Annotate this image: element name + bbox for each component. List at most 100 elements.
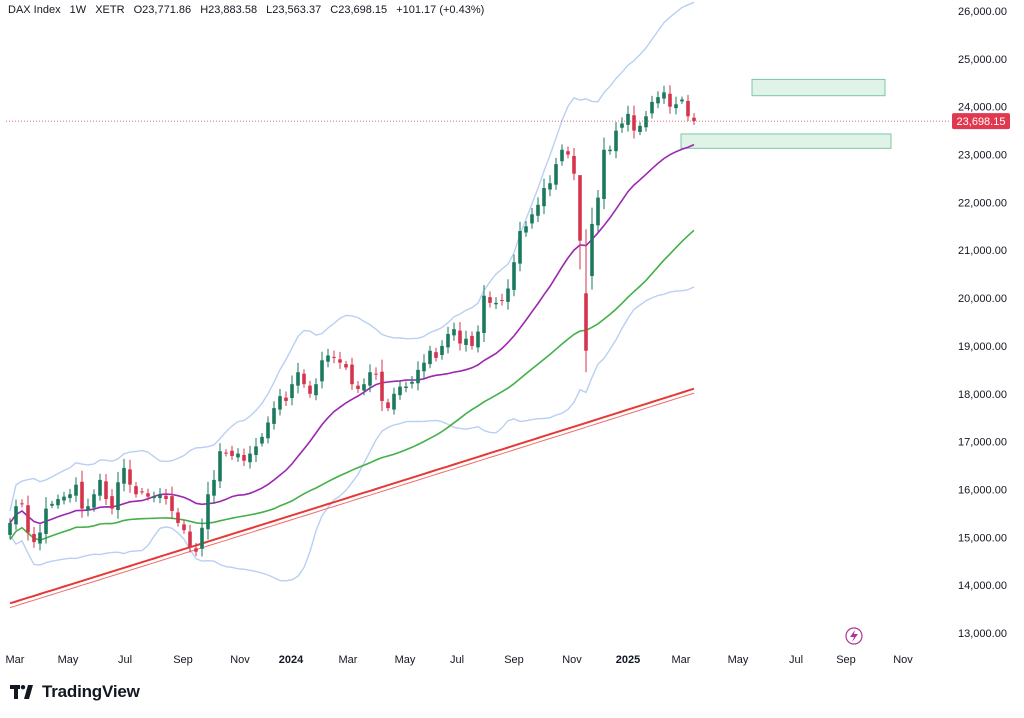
symbol-name[interactable]: DAX Index	[8, 4, 61, 16]
candle[interactable]	[14, 499, 18, 530]
candle[interactable]	[98, 473, 102, 501]
candle[interactable]	[530, 207, 534, 229]
candle[interactable]	[296, 362, 300, 394]
candle[interactable]	[332, 350, 336, 364]
candle[interactable]	[260, 433, 264, 447]
candle[interactable]	[266, 416, 270, 444]
candle[interactable]	[482, 284, 486, 342]
candle[interactable]	[284, 391, 288, 406]
candle[interactable]	[440, 340, 444, 360]
candle[interactable]	[428, 345, 432, 369]
candle[interactable]	[356, 381, 360, 393]
candle[interactable]	[338, 351, 342, 369]
candle[interactable]	[158, 488, 162, 504]
candle[interactable]	[578, 175, 582, 270]
candle[interactable]	[164, 488, 168, 505]
candle[interactable]	[68, 488, 72, 503]
candle[interactable]	[536, 197, 540, 222]
candle[interactable]	[386, 398, 390, 412]
candle[interactable]	[518, 221, 522, 272]
candle[interactable]	[458, 322, 462, 351]
candle[interactable]	[626, 105, 630, 132]
candle[interactable]	[572, 148, 576, 181]
candle[interactable]	[548, 175, 552, 197]
candle[interactable]	[110, 489, 114, 515]
candle[interactable]	[272, 401, 276, 430]
candle[interactable]	[50, 500, 54, 509]
candle[interactable]	[446, 326, 450, 354]
candle[interactable]	[38, 524, 42, 551]
tradingview-logo[interactable]: TradingView	[10, 682, 140, 702]
candle[interactable]	[278, 389, 282, 416]
candle[interactable]	[416, 361, 420, 391]
candle[interactable]	[542, 178, 546, 215]
candle[interactable]	[290, 375, 294, 406]
candle[interactable]	[254, 437, 258, 463]
candle[interactable]	[206, 481, 210, 540]
candle[interactable]	[476, 325, 480, 353]
candle[interactable]	[560, 144, 564, 166]
candle[interactable]	[506, 279, 510, 310]
candle[interactable]	[380, 359, 384, 412]
candle[interactable]	[308, 380, 312, 398]
candle[interactable]	[26, 495, 30, 541]
candle[interactable]	[434, 347, 438, 362]
candle[interactable]	[368, 364, 372, 393]
candle[interactable]	[188, 524, 192, 553]
candle[interactable]	[74, 477, 78, 502]
candle[interactable]	[374, 367, 378, 380]
candle[interactable]	[398, 381, 402, 400]
candle[interactable]	[314, 378, 318, 401]
candle[interactable]	[422, 354, 426, 379]
candle[interactable]	[302, 369, 306, 388]
candle[interactable]	[602, 137, 606, 210]
candle[interactable]	[56, 494, 60, 509]
candle[interactable]	[452, 322, 456, 341]
candle[interactable]	[494, 297, 498, 310]
candle[interactable]	[230, 445, 234, 461]
candle[interactable]	[488, 291, 492, 308]
candle[interactable]	[554, 157, 558, 190]
candle[interactable]	[248, 445, 252, 469]
candle[interactable]	[680, 96, 684, 104]
candle[interactable]	[500, 293, 504, 306]
candle[interactable]	[104, 474, 108, 506]
candle[interactable]	[668, 85, 672, 114]
candle[interactable]	[128, 459, 132, 493]
candle[interactable]	[662, 85, 666, 105]
candle[interactable]	[62, 491, 66, 505]
candle[interactable]	[584, 229, 588, 373]
candle[interactable]	[194, 542, 198, 557]
candle[interactable]	[44, 497, 48, 544]
candle[interactable]	[692, 113, 696, 125]
candle[interactable]	[326, 348, 330, 368]
candle[interactable]	[404, 381, 408, 393]
candle[interactable]	[638, 122, 642, 136]
candle[interactable]	[200, 518, 204, 557]
candle[interactable]	[8, 518, 12, 539]
candle[interactable]	[92, 489, 96, 512]
candle[interactable]	[224, 449, 228, 457]
candle[interactable]	[566, 146, 570, 159]
candle[interactable]	[596, 190, 600, 232]
candle[interactable]	[656, 91, 660, 109]
candle[interactable]	[614, 122, 618, 159]
candle[interactable]	[620, 117, 624, 133]
candle[interactable]	[80, 470, 84, 518]
resistance-zone[interactable]	[751, 78, 886, 97]
candle[interactable]	[20, 499, 24, 508]
candle[interactable]	[686, 94, 690, 122]
candle[interactable]	[632, 105, 636, 139]
candle[interactable]	[140, 487, 144, 495]
candle[interactable]	[464, 330, 468, 352]
candle[interactable]	[212, 470, 216, 504]
candle[interactable]	[116, 471, 120, 519]
interval-label[interactable]: 1W	[69, 4, 87, 16]
lightning-icon[interactable]	[845, 627, 863, 645]
candle[interactable]	[320, 351, 324, 389]
candle[interactable]	[182, 520, 186, 534]
candle[interactable]	[32, 527, 36, 548]
candle[interactable]	[122, 458, 126, 492]
candle[interactable]	[170, 486, 174, 519]
